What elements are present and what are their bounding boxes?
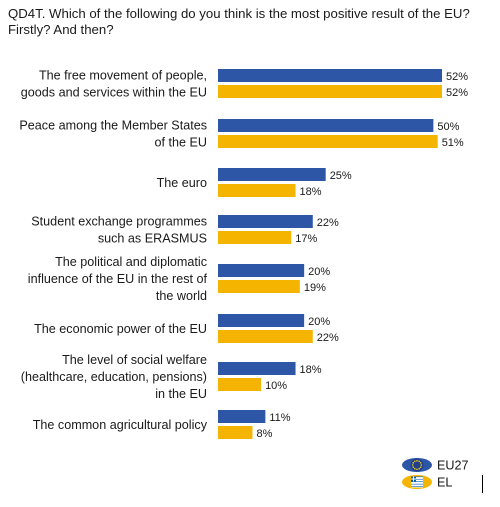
- el-value-label: 10%: [265, 380, 287, 392]
- category-label-line: goods and services within the EU: [21, 86, 207, 100]
- category-label-line: Student exchange programmes: [31, 215, 207, 229]
- eu27-value-label: 20%: [308, 316, 330, 328]
- category-label: The common agricultural policy: [33, 418, 208, 432]
- el-value-label: 51%: [442, 137, 464, 149]
- category-label-line: The euro: [157, 176, 207, 190]
- el-bar: [218, 426, 253, 439]
- category-label: The free movement of people, goods and se…: [21, 69, 207, 100]
- text-cursor: [482, 475, 483, 493]
- category-label: Student exchange programmes such as ERASM…: [31, 215, 207, 246]
- category-label-line: The common agricultural policy: [33, 418, 208, 432]
- legend: EU27 EL: [402, 458, 469, 490]
- el-value-label: 8%: [256, 428, 272, 440]
- eu27-bar: [218, 168, 326, 181]
- eu27-value-label: 20%: [308, 266, 330, 278]
- category-label-line: such as ERASMUS: [98, 232, 207, 246]
- el-bar: [218, 280, 300, 293]
- el-value-label: 17%: [295, 233, 317, 245]
- eu27-value-label: 11%: [269, 412, 290, 424]
- category-label-line: the world: [156, 289, 207, 303]
- category-label-line: The free movement of people,: [39, 69, 207, 83]
- eu27-value-label: 18%: [300, 364, 322, 376]
- category-label: The level of social welfare (healthcare, …: [21, 353, 207, 401]
- el-value-label: 18%: [300, 186, 322, 198]
- el-bar: [218, 330, 313, 343]
- category-label-line: Peace among the Member States: [19, 119, 207, 133]
- eu27-bar: [218, 69, 442, 82]
- category-label-line: of the EU: [154, 136, 207, 150]
- el-bar: [218, 184, 296, 197]
- greece-flag-icon: [402, 475, 432, 489]
- eu27-bar: [218, 215, 313, 228]
- eu-flag-icon: [402, 458, 432, 472]
- eu27-bar: [218, 264, 305, 277]
- bars-layer: The free movement of people, goods and se…: [19, 69, 468, 441]
- el-bar: [218, 135, 438, 148]
- el-value-label: 52%: [446, 87, 468, 99]
- category-label-line: The political and diplomatic: [55, 255, 207, 269]
- category-label: The political and diplomatic influence of…: [28, 255, 208, 303]
- legend-label-eu27: EU27: [437, 459, 469, 473]
- category-label: The economic power of the EU: [34, 322, 207, 336]
- eu27-value-label: 25%: [330, 170, 352, 182]
- el-bar: [218, 85, 442, 98]
- eu27-bar: [218, 314, 305, 327]
- el-value-label: 19%: [304, 282, 326, 294]
- el-bar: [218, 378, 262, 391]
- eu27-bar: [218, 362, 296, 375]
- eu27-bar: [218, 410, 266, 423]
- category-label-line: influence of the EU in the rest of: [28, 272, 208, 286]
- category-label: Peace among the Member States of the EU: [19, 119, 207, 150]
- category-label-line: The economic power of the EU: [34, 322, 207, 336]
- eu27-value-label: 52%: [446, 71, 468, 83]
- category-label: The euro: [157, 176, 207, 190]
- category-label-line: The level of social welfare: [62, 353, 207, 367]
- legend-label-el: EL: [437, 476, 452, 490]
- category-label-line: in the EU: [155, 387, 207, 401]
- el-bar: [218, 231, 292, 244]
- eu27-value-label: 50%: [437, 121, 459, 133]
- el-value-label: 22%: [317, 332, 339, 344]
- eu27-bar: [218, 119, 434, 132]
- chart-title: QD4T. Which of the following do you thin…: [8, 6, 470, 37]
- eu27-value-label: 22%: [317, 217, 339, 229]
- category-label-line: (healthcare, education, pensions): [21, 370, 207, 384]
